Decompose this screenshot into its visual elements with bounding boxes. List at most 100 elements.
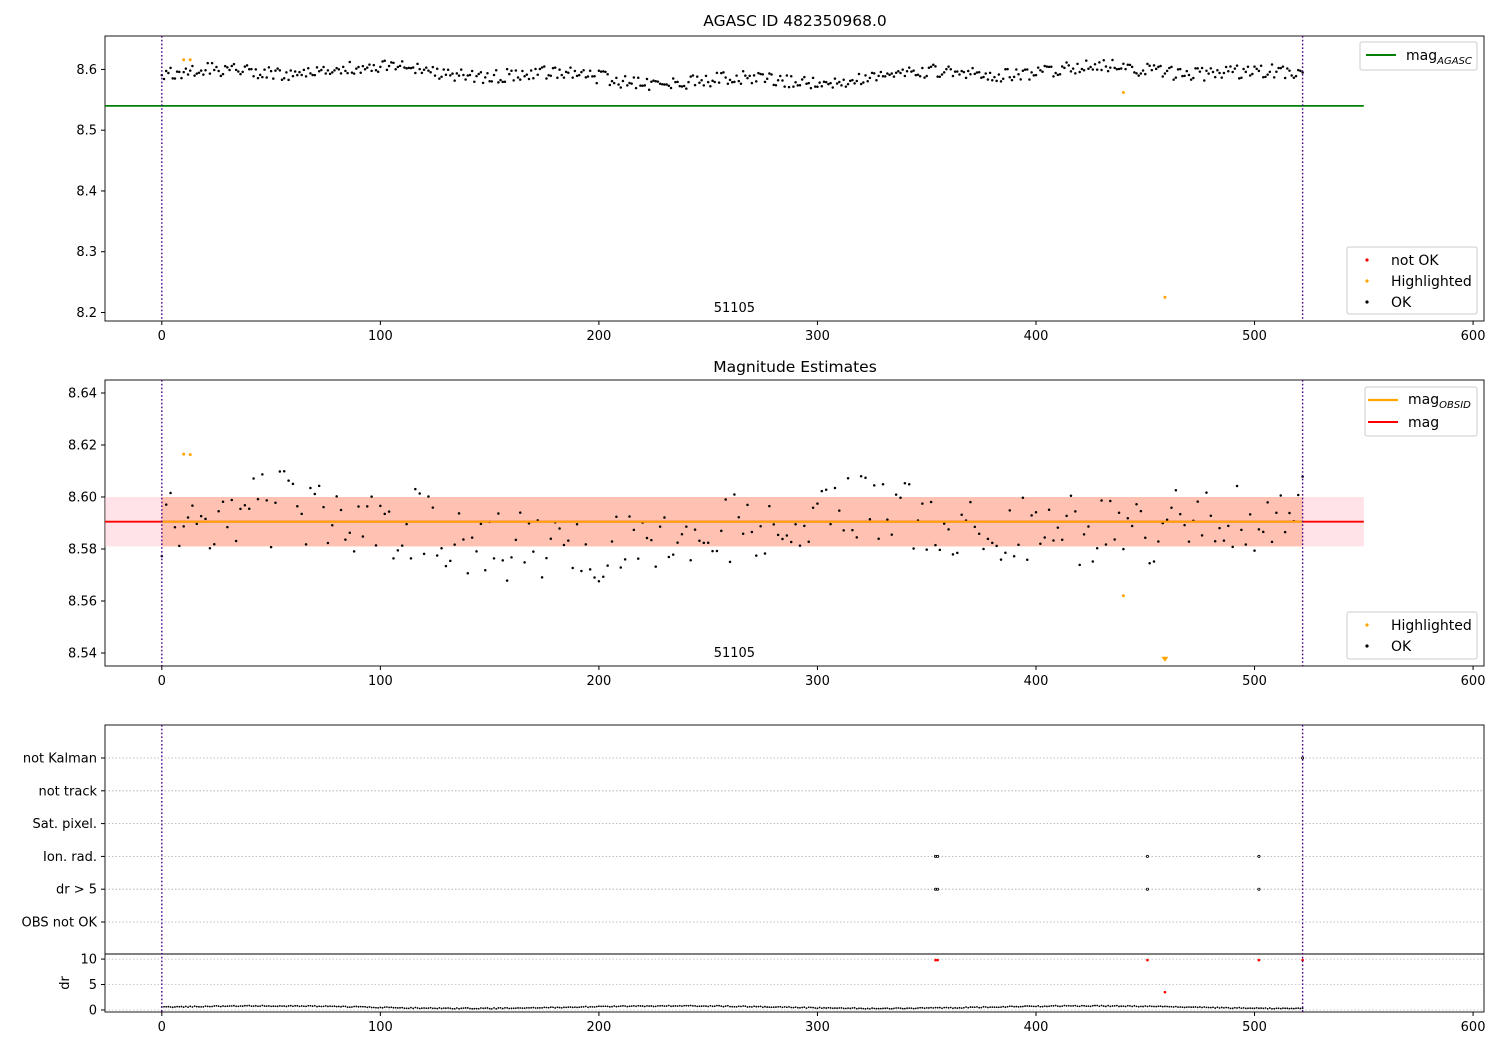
dr-point — [1236, 1007, 1238, 1009]
dr-point — [877, 1007, 880, 1010]
data-point-ok — [678, 84, 682, 88]
data-point-ok — [833, 486, 837, 490]
dr-point — [554, 1007, 557, 1009]
dr-point — [838, 1007, 841, 1009]
dr-point — [1085, 1005, 1088, 1008]
data-point-ok — [324, 72, 327, 75]
data-point-ok — [234, 68, 238, 72]
dr-point — [987, 1006, 989, 1009]
dr-point — [1190, 1006, 1193, 1009]
data-point-ok — [1117, 67, 1121, 71]
data-point-ok — [449, 74, 452, 77]
data-point-ok — [702, 541, 706, 545]
data-point-ok — [853, 82, 856, 85]
dr-point — [305, 1005, 307, 1008]
data-point-ok — [1111, 58, 1114, 62]
data-point-ok — [282, 470, 286, 473]
data-point-ok — [610, 79, 614, 83]
dr-point — [390, 1006, 393, 1009]
dr-point — [844, 1007, 847, 1010]
data-point-ok — [997, 73, 1001, 76]
data-point-ok — [379, 504, 382, 508]
data-point-ok — [182, 70, 185, 74]
dr-point — [1017, 1005, 1020, 1008]
data-point-ok — [1082, 533, 1086, 536]
data-point-ok — [1122, 62, 1125, 65]
data-point-ok — [886, 518, 889, 521]
dr-point — [552, 1006, 554, 1009]
data-point-ok — [191, 504, 194, 507]
dr-point — [1201, 1006, 1203, 1009]
dr-axis-label: dr — [58, 976, 73, 990]
data-point-ok — [545, 556, 548, 560]
data-point-ok — [333, 69, 336, 72]
dr-point — [1179, 1006, 1182, 1008]
data-point-ok — [588, 568, 592, 571]
legend-marker-highlighted — [1365, 279, 1369, 283]
data-point-ok — [1255, 67, 1258, 71]
dr-point — [381, 1006, 384, 1009]
dr-point — [775, 1006, 777, 1008]
dr-point — [1220, 1006, 1223, 1009]
data-point-ok — [846, 82, 850, 86]
dr-point — [462, 1007, 465, 1010]
data-point-ok — [733, 80, 736, 84]
data-point-ok — [991, 79, 994, 82]
data-point-ok — [1299, 69, 1302, 73]
data-point-ok — [792, 85, 795, 88]
dr-point — [333, 1005, 336, 1008]
dr-point — [311, 1005, 314, 1008]
data-point-ok — [1128, 63, 1132, 67]
dr-point — [442, 1007, 445, 1010]
dr-point — [875, 1007, 878, 1010]
dr-point — [794, 1006, 797, 1008]
dr-point — [949, 1006, 952, 1009]
data-point-ok — [1109, 66, 1112, 69]
data-point-ok — [453, 79, 456, 82]
data-point-ok — [1244, 543, 1248, 546]
data-point-ok — [287, 479, 290, 482]
data-point-ok — [1224, 65, 1228, 69]
dr-point — [779, 1005, 782, 1008]
dr-point — [783, 1005, 786, 1008]
data-point-ok — [1065, 61, 1068, 64]
data-point-ok — [1021, 69, 1025, 73]
data-point-ok — [1253, 549, 1256, 552]
data-point-ok — [755, 554, 758, 557]
dr-point — [615, 1005, 618, 1008]
dr-point — [888, 1007, 891, 1010]
dr-point — [549, 1006, 552, 1009]
dr-point — [283, 1005, 286, 1007]
dr-point — [624, 1005, 627, 1007]
data-point-highlighted — [1121, 91, 1125, 95]
dr-point — [482, 1007, 484, 1010]
data-point-ok — [916, 73, 920, 76]
data-point-ok — [516, 76, 520, 79]
data-point-ok — [374, 544, 378, 547]
data-point-ok — [1266, 73, 1269, 76]
data-point-ok — [1144, 536, 1147, 539]
dr-point — [453, 1007, 456, 1010]
dr-point — [396, 1007, 399, 1009]
data-point-ok — [527, 522, 531, 525]
dr-point — [1076, 1005, 1079, 1008]
data-point-ok — [532, 77, 535, 80]
data-point-ok — [508, 72, 511, 76]
dr-point — [1266, 1007, 1269, 1010]
data-point-ok — [409, 66, 413, 70]
dr-point — [842, 1007, 845, 1010]
data-point-ok — [304, 75, 308, 78]
dr-point — [292, 1005, 294, 1008]
dr-point — [982, 1005, 985, 1008]
dr-point — [1083, 1004, 1085, 1007]
dr-point — [1223, 1007, 1225, 1009]
dr-point — [571, 1006, 574, 1009]
data-point-ok — [1286, 67, 1289, 70]
dr-point — [685, 1004, 688, 1007]
data-point-ok — [783, 85, 786, 88]
data-point-ok — [1069, 70, 1073, 73]
data-point-ok — [765, 77, 769, 81]
data-point-ok — [339, 508, 343, 512]
data-point-ok — [167, 71, 170, 75]
data-point-ok — [357, 65, 360, 69]
